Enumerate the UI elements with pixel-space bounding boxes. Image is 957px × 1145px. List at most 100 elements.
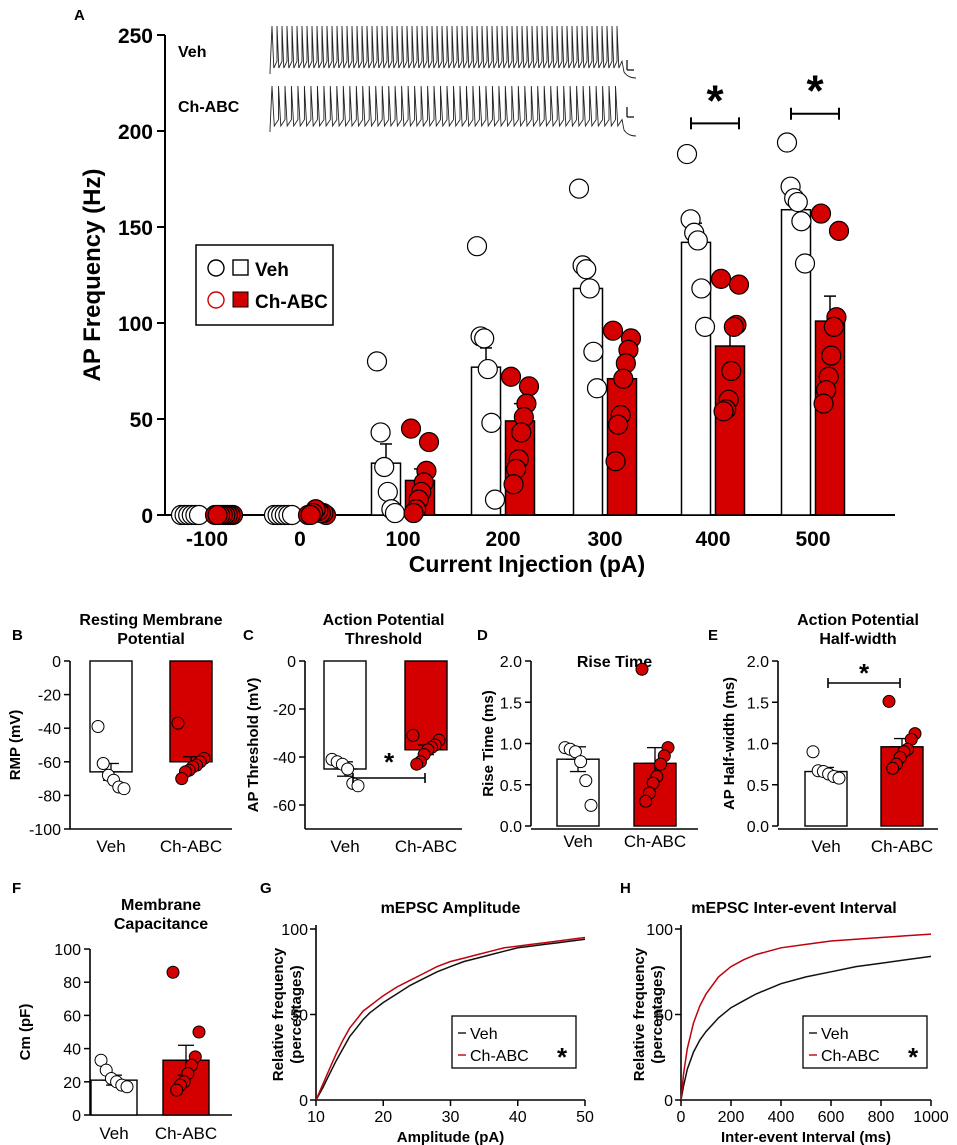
- data-point: [721, 360, 742, 382]
- x-tick-label: Veh: [811, 837, 840, 856]
- y-tick-label: 0: [52, 654, 61, 671]
- panel-letter-f: F: [12, 880, 21, 897]
- y-tick-label: 250: [118, 25, 153, 48]
- y-tick-label: 0.5: [747, 778, 769, 795]
- panel-a: 0 50 100 150 200 250 AP Frequency (Hz) Current …: [79, 25, 895, 577]
- y-tick-label: -20: [273, 702, 296, 719]
- significance-star: *: [908, 1042, 919, 1072]
- data-point: [384, 502, 406, 524]
- y-axis-title: Relative frequency: [270, 947, 287, 1081]
- legend-frame: [195, 244, 334, 326]
- data-point: [579, 278, 600, 299]
- x-tick-label: 500: [795, 528, 830, 551]
- data-point: [171, 716, 185, 730]
- y-tick-label: 80: [63, 975, 81, 992]
- panel-letter-a: A: [74, 7, 85, 24]
- panel-letter-g: G: [260, 880, 272, 897]
- y-tick-label: 100: [118, 313, 153, 336]
- y-tick-label: -80: [38, 788, 61, 805]
- legend-circle-chabc: [207, 291, 225, 309]
- trace-veh: [269, 25, 637, 79]
- y-tick-label: 20: [63, 1075, 81, 1092]
- legend-label-veh: Veh: [255, 260, 289, 281]
- legend-label-chabc: Ch-ABC: [255, 292, 328, 313]
- panel-title: Potential: [117, 631, 185, 648]
- y-tick-label: 50: [290, 1008, 308, 1025]
- x-tick-label: 50: [576, 1109, 594, 1126]
- data-point: [687, 230, 708, 251]
- data-point: [170, 1083, 184, 1097]
- y-tick-label: 1.5: [500, 695, 522, 712]
- data-point: [374, 456, 395, 478]
- x-axis-title: Current Injection (pA): [409, 551, 645, 577]
- y-tick-label: 200: [118, 121, 153, 144]
- data-point: [886, 761, 900, 775]
- y-axis-title: AP Frequency (Hz): [79, 169, 106, 382]
- data-point: [518, 376, 540, 397]
- y-tick-label: 100: [281, 922, 308, 939]
- data-point: [713, 401, 734, 422]
- data-point: [192, 1025, 206, 1039]
- data-point: [300, 504, 321, 526]
- data-point: [602, 320, 624, 341]
- x-axis-title: Amplitude (pA): [397, 1129, 504, 1145]
- y-tick-label: 0.0: [747, 819, 769, 836]
- trace-chabc: [269, 85, 637, 137]
- significance-star: *: [706, 76, 724, 125]
- y-axis-title: (percentages): [288, 965, 305, 1063]
- x-axis-title: Inter-event Interval (ms): [721, 1129, 891, 1145]
- panel-d: Rise Time 0.0 0.5 1.0 1.5 2.0 Rise Time (ms) Ve…: [480, 654, 698, 851]
- data-point: [511, 422, 532, 443]
- data-point: [821, 345, 842, 366]
- y-tick-label: 1.5: [747, 695, 769, 712]
- data-point: [605, 451, 626, 472]
- x-tick-label: -100: [186, 528, 228, 551]
- y-tick-label: 0.5: [500, 778, 522, 795]
- legend: Veh Ch-ABC *: [451, 1015, 577, 1072]
- panel-letter-b: B: [12, 627, 23, 644]
- legend-circle-veh: [207, 259, 225, 277]
- data-point: [341, 762, 355, 776]
- panel-title: Resting Membrane: [79, 612, 222, 629]
- data-point: [579, 774, 593, 788]
- x-tick-label: Veh: [96, 837, 125, 856]
- data-point: [377, 481, 398, 503]
- data-point: [91, 720, 105, 734]
- data-point: [503, 474, 524, 495]
- y-axis-title: Relative frequency: [631, 947, 648, 1081]
- data-point: [832, 771, 846, 785]
- x-tick-label: Veh: [330, 837, 359, 856]
- y-axis-title: RMP (mV): [7, 710, 24, 781]
- data-point: [576, 259, 597, 280]
- y-tick-label: 1.0: [500, 737, 522, 754]
- y-tick-label: -60: [273, 798, 296, 815]
- y-tick-label: -20: [38, 688, 61, 705]
- y-tick-label: 60: [63, 1008, 81, 1025]
- data-point: [583, 341, 604, 362]
- panel-letter-e: E: [708, 627, 718, 644]
- legend-label-veh: Veh: [821, 1026, 849, 1043]
- panel-c: Action Potential Threshold 0 -20 -40 -60 AP Th…: [245, 612, 462, 856]
- x-tick-label: 0: [677, 1109, 686, 1126]
- series-line-ch-abc: [315, 936, 586, 1101]
- data-point: [810, 203, 832, 224]
- data-point: [477, 358, 498, 380]
- bar-veh-300: [572, 287, 604, 516]
- y-tick-label: -100: [29, 822, 61, 839]
- data-point: [776, 132, 798, 153]
- y-tick-label: 0: [664, 1093, 673, 1110]
- data-point: [474, 328, 495, 349]
- data-point: [691, 278, 712, 299]
- y-tick-label: -40: [38, 721, 61, 738]
- panel-title: Action Potential: [323, 612, 445, 629]
- x-tick-label: 400: [695, 528, 730, 551]
- x-tick-label: 10: [307, 1109, 325, 1126]
- y-tick-label: 0: [72, 1108, 81, 1125]
- series-line-veh: [315, 938, 586, 1101]
- data-point: [568, 178, 590, 199]
- y-tick-label: -40: [273, 750, 296, 767]
- panel-letter-c: C: [243, 627, 254, 644]
- bar-ch-abc-300: [606, 377, 638, 516]
